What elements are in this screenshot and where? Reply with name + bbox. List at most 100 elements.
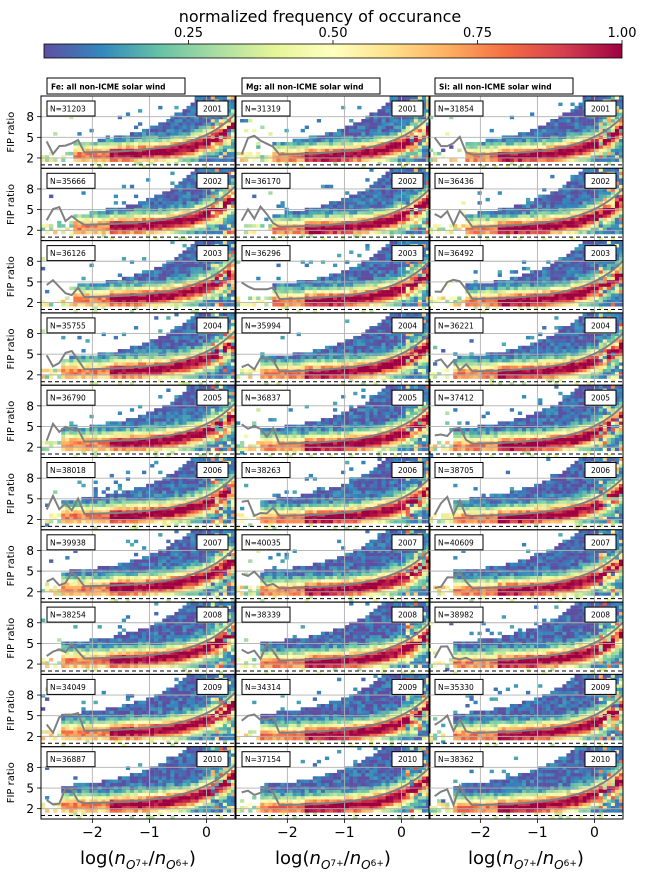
heatmap-cell — [385, 142, 390, 146]
heatmap-cell — [373, 230, 378, 235]
heatmap-cell — [218, 211, 224, 215]
heatmap-cell — [280, 289, 285, 294]
heatmap-cell — [300, 220, 305, 225]
heatmap-cell — [142, 227, 147, 231]
heatmap-cell — [178, 194, 183, 199]
heatmap-cell — [574, 119, 579, 123]
heatmap-cell — [582, 289, 587, 294]
heatmap-cell — [594, 188, 599, 192]
heatmap-cell — [125, 204, 131, 208]
heatmap-cell — [194, 224, 199, 228]
heatmap-cell — [477, 299, 482, 304]
heatmap-cell — [194, 119, 199, 123]
sample-count-badge: N=36436 — [434, 172, 484, 189]
heatmap-cell — [610, 142, 616, 146]
heatmap-cell — [582, 293, 587, 297]
heatmap-cell — [170, 283, 175, 287]
heatmap-cell — [158, 303, 163, 307]
heatmap-cell — [138, 224, 143, 228]
heatmap-cell — [142, 273, 147, 277]
heatmap-cell — [186, 191, 191, 195]
heatmap-cell — [182, 191, 187, 195]
heatmap-cell — [97, 217, 102, 222]
heatmap-cell — [230, 158, 235, 162]
heatmap-cell — [562, 303, 567, 307]
heatmap-cell — [485, 230, 490, 235]
heatmap-cell — [598, 214, 603, 218]
heatmap-cell — [73, 155, 78, 159]
heatmap-cell — [81, 155, 86, 159]
heatmap-cell — [521, 224, 527, 228]
heatmap-cell — [618, 142, 623, 146]
heatmap-cell — [578, 243, 583, 248]
heatmap-cell — [473, 220, 478, 225]
heatmap-cell — [178, 151, 183, 156]
heatmap-cell — [230, 105, 235, 110]
heatmap-cell — [598, 286, 603, 291]
heatmap-cell — [337, 132, 342, 136]
heatmap-cell — [244, 158, 249, 162]
heatmap-cell — [509, 211, 515, 215]
heatmap-cell — [405, 142, 410, 146]
heatmap-cell — [218, 230, 224, 235]
median-line — [434, 187, 623, 228]
heatmap-cell — [186, 161, 191, 166]
heatmap-cell — [166, 293, 171, 297]
heatmap-cell — [590, 194, 595, 199]
heatmap-cell — [421, 148, 427, 153]
heatmap-cell — [409, 96, 415, 100]
heatmap-cell — [230, 289, 235, 294]
heatmap-cell — [393, 122, 398, 126]
heatmap-cell — [401, 138, 406, 143]
heatmap-cell — [409, 230, 415, 235]
heatmap-cell — [320, 158, 326, 162]
heatmap-cell — [550, 283, 555, 287]
heatmap-cell — [65, 303, 70, 307]
heatmap-cell — [405, 266, 410, 271]
heatmap-cell — [214, 151, 220, 156]
heatmap-cell — [534, 273, 539, 277]
heatmap-cell — [210, 220, 215, 225]
heatmap-cell — [393, 263, 398, 268]
heatmap-cell — [606, 266, 612, 271]
heatmap-cell — [222, 296, 228, 300]
heatmap-cell — [421, 174, 427, 179]
heatmap-cell — [513, 214, 519, 218]
heatmap-cell — [425, 240, 430, 245]
heatmap-cell — [186, 132, 191, 136]
heatmap-cell — [582, 168, 587, 172]
heatmap-cell — [280, 303, 285, 307]
heatmap-cell — [606, 194, 612, 199]
heatmap-cell — [105, 158, 110, 162]
heatmap-cell — [558, 220, 563, 225]
heatmap-cell — [308, 211, 313, 215]
heatmap-cell — [417, 263, 423, 268]
heatmap-cell — [292, 214, 297, 218]
heatmap-cell — [558, 270, 563, 274]
heatmap-cell — [166, 224, 171, 228]
heatmap-cell — [117, 142, 123, 146]
heatmap-cell — [598, 119, 603, 123]
heatmap-cell — [409, 293, 415, 297]
heatmap-cell — [345, 197, 350, 202]
heatmap-cell — [401, 151, 406, 156]
heatmap-cell — [222, 270, 228, 274]
heatmap-cell — [377, 260, 382, 264]
heatmap-cell — [308, 155, 313, 159]
heatmap-cell — [170, 270, 175, 274]
heatmap-cell — [534, 296, 539, 300]
heatmap-cell — [109, 303, 114, 307]
heatmap-cell — [489, 142, 494, 146]
heatmap-cell — [377, 194, 382, 199]
heatmap-cell — [125, 217, 131, 222]
heatmap-cell — [389, 220, 394, 225]
heatmap-cell — [166, 161, 171, 166]
heatmap-cell — [316, 286, 322, 291]
heatmap-cell — [296, 220, 301, 225]
heatmap-cell — [614, 181, 620, 185]
heatmap-cell — [105, 299, 110, 304]
heatmap-cell — [594, 145, 599, 149]
heatmap-cell — [602, 125, 608, 130]
heatmap-cell — [401, 194, 406, 199]
heatmap-cell — [554, 303, 559, 307]
